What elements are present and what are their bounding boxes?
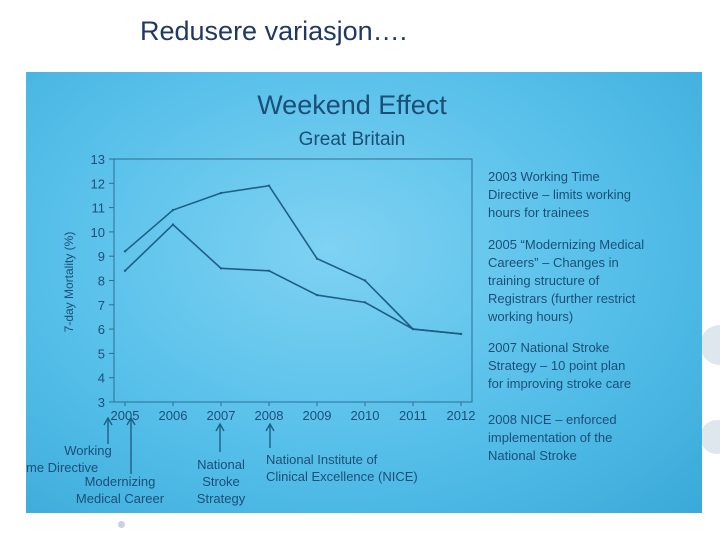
note-line: Strategy – 10 point plan — [488, 358, 625, 373]
y-tick-label: 13 — [91, 152, 105, 167]
annotation-line: Modernizing — [85, 474, 156, 489]
data-point — [363, 279, 367, 282]
annotation-line: Clinical Excellence (NICE) — [266, 469, 418, 484]
note-line: 2003 Working Time — [488, 169, 600, 184]
data-point — [315, 257, 319, 260]
y-tick-label: 7 — [98, 298, 105, 313]
data-point — [219, 191, 223, 195]
data-point — [459, 332, 463, 336]
y-tick-label: 12 — [91, 176, 105, 191]
series-line-2 — [124, 223, 462, 335]
arrow-head — [265, 422, 275, 432]
data-point — [363, 301, 367, 304]
note-line: implementation of the — [488, 430, 612, 445]
slide-photo: Weekend Effect Great Britain 7-day Morta… — [26, 72, 702, 513]
y-tick-label: 11 — [92, 201, 106, 216]
data-point — [171, 223, 175, 226]
decorative-circle — [700, 420, 720, 454]
y-tick-label: 4 — [98, 371, 105, 386]
series-line-1 — [124, 184, 462, 335]
arrow-head — [126, 416, 136, 426]
note-line: training structure of — [488, 273, 600, 288]
note-line: 2007 National Stroke — [488, 340, 609, 355]
data-point — [171, 208, 175, 212]
plot-frame — [113, 158, 473, 403]
annotation-line: National — [197, 457, 245, 472]
decorative-circle — [700, 325, 720, 365]
data-point — [123, 250, 127, 253]
annotation-line: Stroke — [202, 474, 240, 489]
note-line: 2008 NICE – enforced — [488, 412, 617, 427]
note-line: Registrars (further restrict — [488, 291, 636, 306]
x-tick-label: 2012 — [447, 408, 476, 423]
note-line: hours for trainees — [488, 205, 590, 220]
x-tick-label: 2010 — [351, 408, 380, 423]
weekend-effect-chart: Weekend Effect Great Britain 7-day Morta… — [26, 90, 644, 506]
x-tick-label: 2008 — [255, 408, 284, 423]
note-line: Directive – limits working — [488, 187, 631, 202]
data-point — [315, 293, 319, 297]
data-point — [267, 184, 271, 187]
y-tick-label: 6 — [98, 322, 105, 337]
x-tick-label: 2011 — [399, 408, 427, 423]
annotation-line: me Directive — [26, 460, 98, 475]
note-line: working hours) — [487, 309, 573, 324]
arrow-head — [215, 422, 225, 432]
note-line: for improving stroke care — [488, 376, 631, 391]
y-tick-label: 5 — [98, 346, 105, 361]
chart-subtitle: Great Britain — [299, 129, 406, 150]
annotation-line: Medical Career — [76, 491, 165, 506]
x-tick-label: 2006 — [159, 408, 188, 423]
x-tick-label: 2007 — [207, 408, 236, 423]
arrow-head — [103, 416, 113, 426]
data-point — [123, 269, 127, 272]
y-tick-label: 3 — [98, 395, 105, 410]
y-axis-label: 7-day Mortality (%) — [62, 232, 76, 333]
x-tick-label: 2009 — [303, 408, 332, 423]
y-tick-label: 10 — [91, 225, 105, 240]
note-line: 2005 “Modernizing Medical — [488, 237, 644, 252]
note-line: National Stroke — [488, 448, 577, 463]
y-tick-label: 8 — [98, 274, 105, 289]
data-point — [267, 269, 271, 272]
y-tick-label: 9 — [98, 249, 105, 264]
annotation-line: Strategy — [197, 491, 246, 506]
data-point — [219, 267, 223, 270]
chart-title: Weekend Effect — [257, 90, 447, 120]
annotation-line: National Institute of — [266, 452, 378, 467]
decorative-dot — [118, 521, 125, 528]
slide-title: Redusere variasjon…. — [140, 16, 408, 46]
annotation-line: Working — [64, 443, 111, 458]
data-point — [411, 327, 415, 331]
x-tick-label: 2005 — [111, 408, 140, 423]
note-line: Careers” – Changes in — [488, 255, 619, 270]
